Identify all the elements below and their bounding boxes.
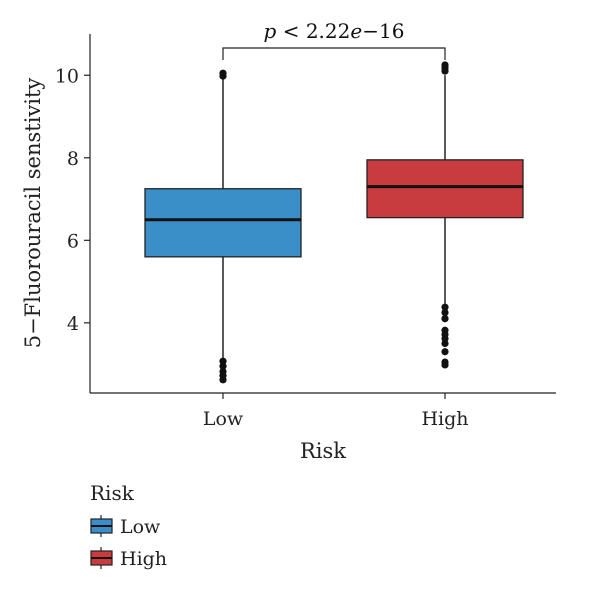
- legend-label: High: [120, 548, 167, 570]
- outlier-point: [441, 315, 449, 323]
- outlier-point: [219, 362, 227, 370]
- y-ticks: 4 6 8 10: [55, 65, 90, 335]
- x-tick-label: High: [421, 408, 468, 430]
- outlier-point: [441, 339, 449, 348]
- legend-label: Low: [120, 516, 161, 538]
- box-rect: [144, 188, 302, 258]
- p-value-label: p < 2.22e−16: [264, 19, 405, 43]
- outlier-point: [441, 308, 449, 317]
- bracket-line: [222, 47, 446, 60]
- outlier-point: [441, 303, 449, 311]
- legend-item-low: Low: [90, 515, 161, 538]
- y-tick-label: 10: [55, 65, 79, 87]
- y-tick-label: 6: [67, 230, 79, 252]
- axes: [89, 34, 556, 394]
- significance-bracket: p < 2.22e−16: [222, 19, 446, 60]
- p-value-text: < 2.22: [276, 19, 350, 43]
- x-ticks: Low High: [203, 393, 469, 430]
- x-tick-label: Low: [203, 408, 244, 430]
- box-high: [366, 61, 524, 369]
- y-axis-title: 5−Fluorouracil senstivity: [21, 78, 45, 349]
- x-axis-title: Risk: [300, 439, 346, 463]
- legend-item-high: High: [90, 547, 167, 570]
- box-low: [144, 69, 302, 384]
- outlier-point: [219, 357, 227, 365]
- outlier-point: [441, 358, 449, 366]
- legend: Risk Low High: [90, 481, 167, 570]
- box-rect: [366, 159, 524, 219]
- p-exponent-value: −16: [362, 19, 404, 43]
- boxes: [144, 61, 524, 384]
- p-symbol: p: [264, 19, 277, 43]
- outlier-point: [441, 348, 449, 356]
- legend-title: Risk: [90, 481, 135, 505]
- y-tick-label: 8: [67, 148, 79, 170]
- outlier-point: [441, 61, 449, 69]
- outlier-point: [219, 367, 227, 376]
- legend-items: Low High: [90, 515, 167, 570]
- outlier-point: [441, 326, 449, 334]
- p-exponent-e: e: [350, 19, 362, 43]
- y-tick-label: 4: [67, 313, 79, 335]
- outlier-point: [219, 69, 227, 77]
